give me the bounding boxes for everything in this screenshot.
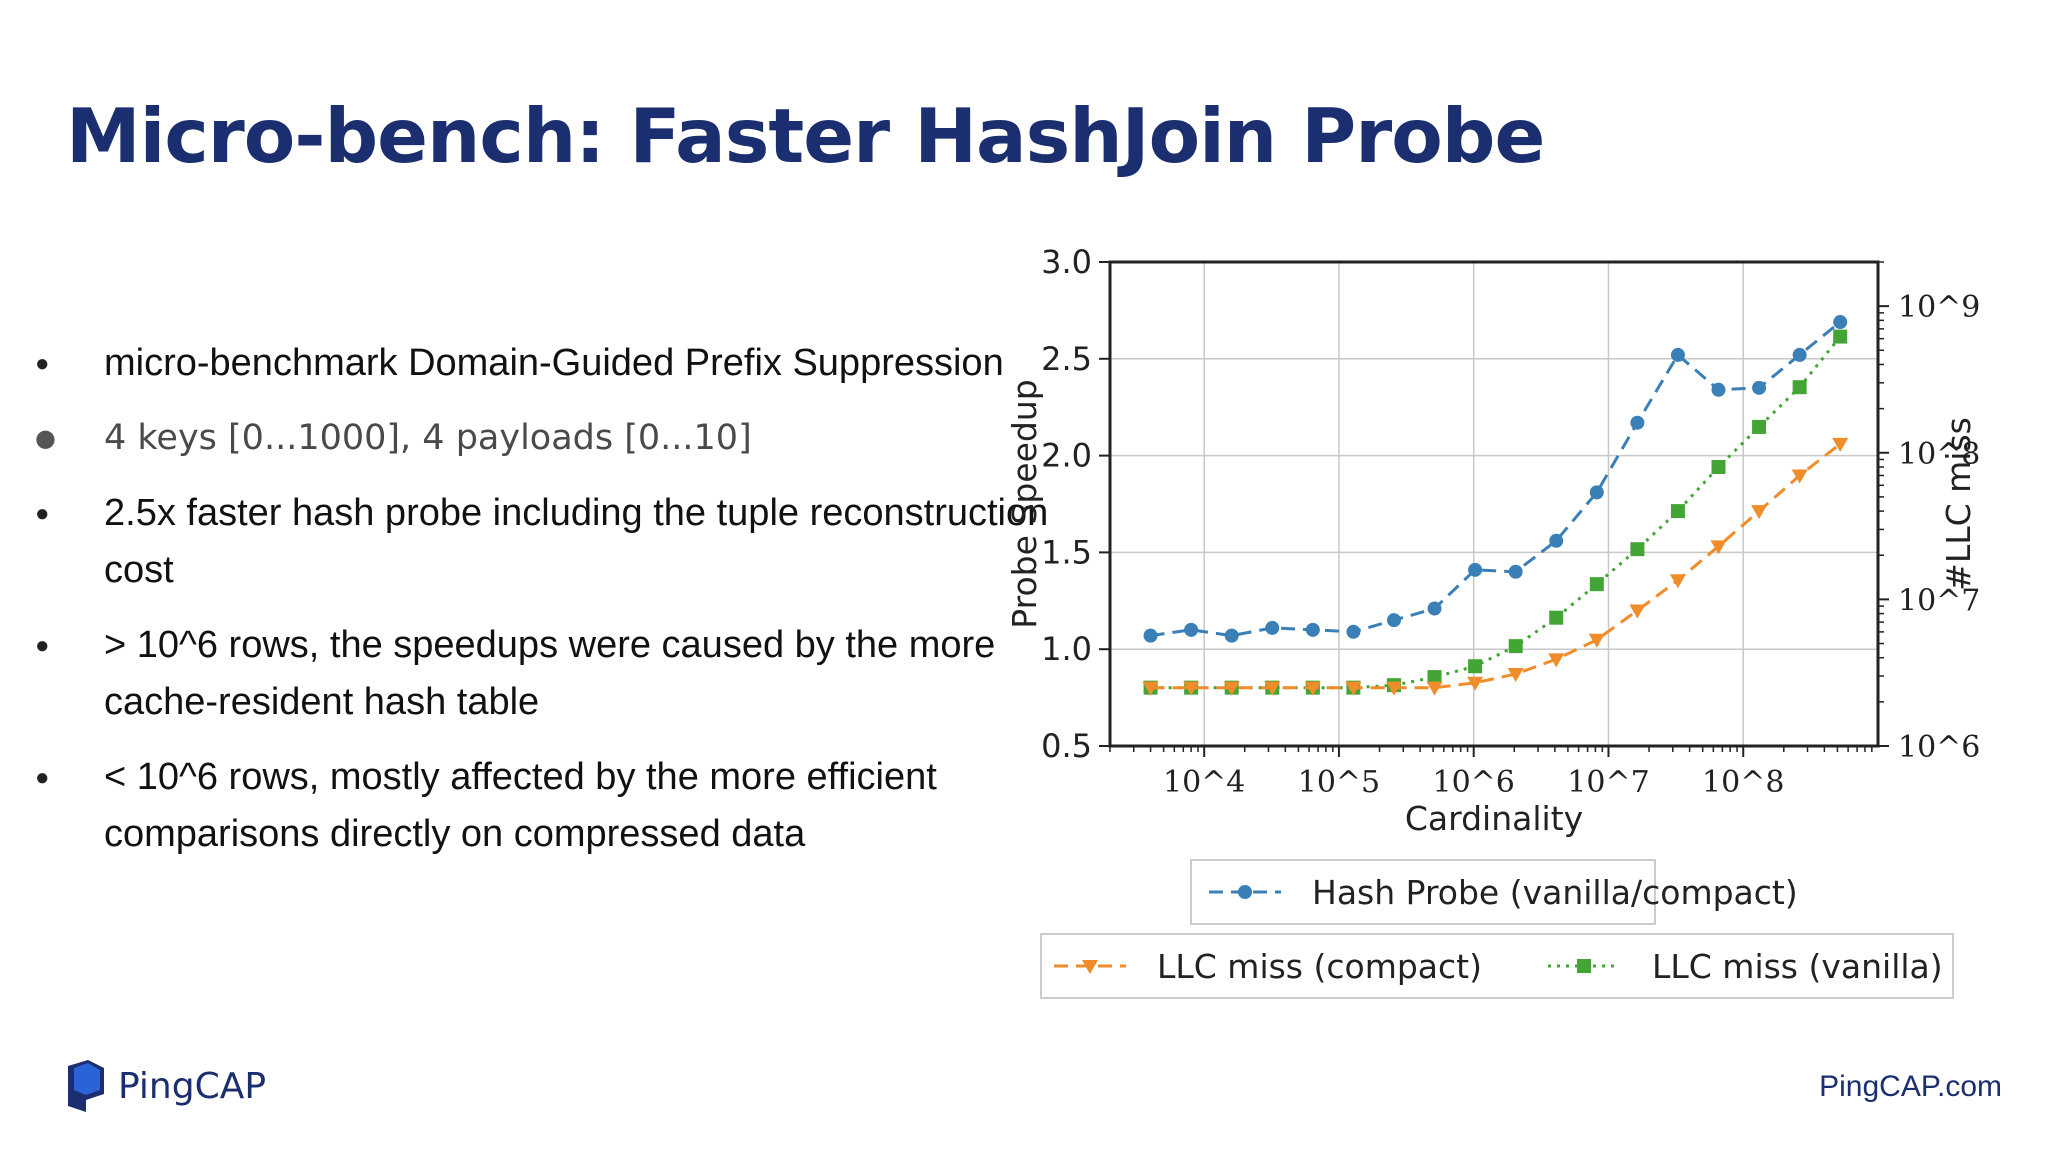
bullet-item: > 10^6 rows, the speedups were caused by… — [30, 617, 1050, 731]
data-point — [1426, 681, 1443, 696]
data-point — [1589, 577, 1604, 592]
data-point — [1224, 628, 1239, 643]
x-axis-label: Cardinality — [1405, 799, 1583, 838]
data-point — [1752, 380, 1767, 395]
data-point — [1427, 601, 1442, 616]
data-point — [1265, 620, 1280, 635]
plot-frame — [1108, 260, 1880, 748]
data-point — [1468, 659, 1483, 674]
y2-tick-label: 10^7 — [1898, 583, 1980, 618]
y-tick-label: 2.0 — [1041, 437, 1092, 475]
y-tick-label: 1.0 — [1041, 630, 1092, 668]
legend-label: LLC miss (compact) — [1157, 947, 1482, 986]
x-tick-label: 10^4 — [1163, 765, 1245, 800]
y2-axis-label: #LLC miss — [1939, 417, 1978, 591]
data-point — [1385, 681, 1402, 696]
y-tick-label: 3.0 — [1041, 243, 1092, 281]
data-point — [1549, 533, 1564, 548]
legend-label: Hash Probe (vanilla/compact) — [1312, 873, 1798, 912]
y2-tick-label: 10^8 — [1898, 437, 1980, 472]
legend-box-bottom — [1040, 933, 1954, 999]
bullet-list: micro-benchmark Domain-Guided Prefix Sup… — [30, 335, 1050, 881]
data-point — [1711, 382, 1726, 397]
x-tick-label: 10^6 — [1433, 765, 1515, 800]
data-point — [1669, 574, 1686, 589]
data-point — [1792, 380, 1807, 395]
data-point — [1345, 681, 1362, 696]
data-point — [1264, 681, 1281, 696]
data-point — [1427, 670, 1442, 685]
data-point — [1468, 562, 1483, 577]
speedup-chart: 10^4 10^5 10^6 10^7 10^8 0.5 1.0 1.5 2.0 2.5 3.0 10… — [1005, 243, 1980, 999]
data-point — [1183, 681, 1200, 696]
data-point — [1589, 485, 1604, 500]
data-point — [1184, 622, 1199, 637]
pingcap-logo: PingCAP — [66, 1060, 266, 1112]
logo-text: PingCAP — [118, 1065, 267, 1107]
slide-title: Micro-bench: Faster HashJoin Probe — [66, 92, 1545, 180]
data-point — [1508, 564, 1523, 579]
x-tick-label: 10^5 — [1298, 765, 1380, 800]
bullet-item: 2.5x faster hash probe including the tup… — [30, 485, 1050, 599]
bullet-item: micro-benchmark Domain-Guided Prefix Sup… — [30, 335, 1050, 392]
x-tick-label: 10^8 — [1702, 765, 1784, 800]
data-point — [1629, 604, 1646, 619]
data-point — [1833, 329, 1848, 344]
data-point — [1143, 628, 1158, 643]
data-point — [1508, 639, 1523, 654]
data-point — [1752, 419, 1767, 434]
series-line — [1150, 442, 1842, 690]
legend-box-top — [1190, 859, 1656, 925]
website-link[interactable]: PingCAP.com — [1819, 1070, 2002, 1103]
data-point — [1304, 681, 1321, 696]
legend-marker — [1238, 885, 1252, 899]
data-point — [1670, 504, 1685, 519]
pingcap-logo-icon — [68, 1060, 104, 1112]
y2-tick-label: 10^6 — [1898, 730, 1980, 765]
data-point — [1223, 681, 1240, 696]
x-tick-label: 10^7 — [1567, 765, 1649, 800]
y-tick-label: 0.5 — [1041, 727, 1092, 765]
series-line — [1150, 320, 1842, 638]
data-point — [1670, 347, 1685, 362]
data-point — [1710, 540, 1727, 555]
y-axis-label: Probe Speedup — [1005, 379, 1044, 628]
data-point — [1711, 459, 1726, 474]
data-point — [1346, 624, 1361, 639]
data-point — [1142, 681, 1159, 696]
y-tick-label: 2.5 — [1041, 340, 1092, 378]
data-point — [1548, 653, 1565, 668]
legend-marker — [1577, 959, 1591, 973]
y2-tick-label: 10^9 — [1898, 290, 1980, 325]
data-point — [1588, 633, 1605, 648]
data-point — [1832, 437, 1849, 452]
bullet-item: < 10^6 rows, mostly affected by the more… — [30, 749, 1050, 863]
data-point — [1549, 610, 1564, 625]
bullet-item: 4 keys [0...1000], 4 payloads [0...10] — [30, 410, 1050, 467]
data-point — [1386, 613, 1401, 628]
data-point — [1467, 676, 1484, 691]
y-tick-label: 1.5 — [1041, 533, 1092, 571]
data-point — [1507, 667, 1524, 682]
data-point — [1833, 315, 1848, 330]
legend-marker — [1082, 960, 1098, 974]
data-point — [1791, 469, 1808, 484]
data-point — [1630, 542, 1645, 557]
data-point — [1751, 505, 1768, 520]
data-point — [1792, 347, 1807, 362]
data-point — [1305, 622, 1320, 637]
legend-label: LLC miss (vanilla) — [1652, 947, 1943, 986]
data-point — [1630, 415, 1645, 430]
